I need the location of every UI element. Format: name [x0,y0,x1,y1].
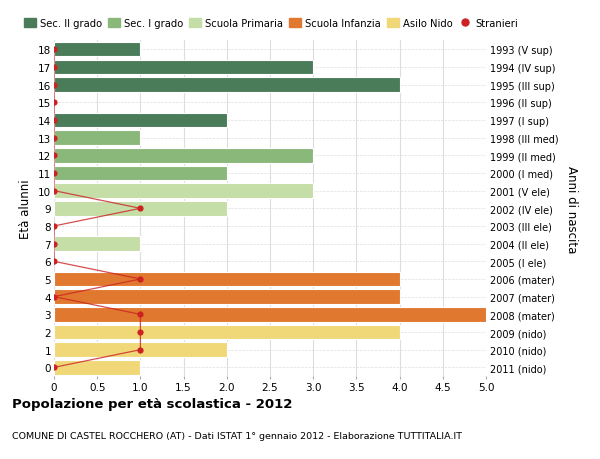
Text: COMUNE DI CASTEL ROCCHERO (AT) - Dati ISTAT 1° gennaio 2012 - Elaborazione TUTTI: COMUNE DI CASTEL ROCCHERO (AT) - Dati IS… [12,431,462,441]
Bar [54,272,400,286]
Bar [54,360,140,375]
Bar [54,78,400,93]
Text: Popolazione per età scolastica - 2012: Popolazione per età scolastica - 2012 [12,397,292,410]
Bar [54,308,486,322]
Bar [54,149,313,163]
Bar [54,61,313,75]
Bar [54,166,227,181]
Bar [54,131,140,146]
Bar [54,343,227,357]
Legend: Sec. II grado, Sec. I grado, Scuola Primaria, Scuola Infanzia, Asilo Nido, Stran: Sec. II grado, Sec. I grado, Scuola Prim… [20,15,522,33]
Bar [54,202,227,216]
Bar [54,184,313,198]
Bar [54,237,140,252]
Bar [54,113,227,128]
Y-axis label: Anni di nascita: Anni di nascita [565,165,578,252]
Y-axis label: Età alunni: Età alunni [19,179,32,239]
Bar [54,325,400,340]
Bar [54,290,400,304]
Bar [54,43,140,57]
